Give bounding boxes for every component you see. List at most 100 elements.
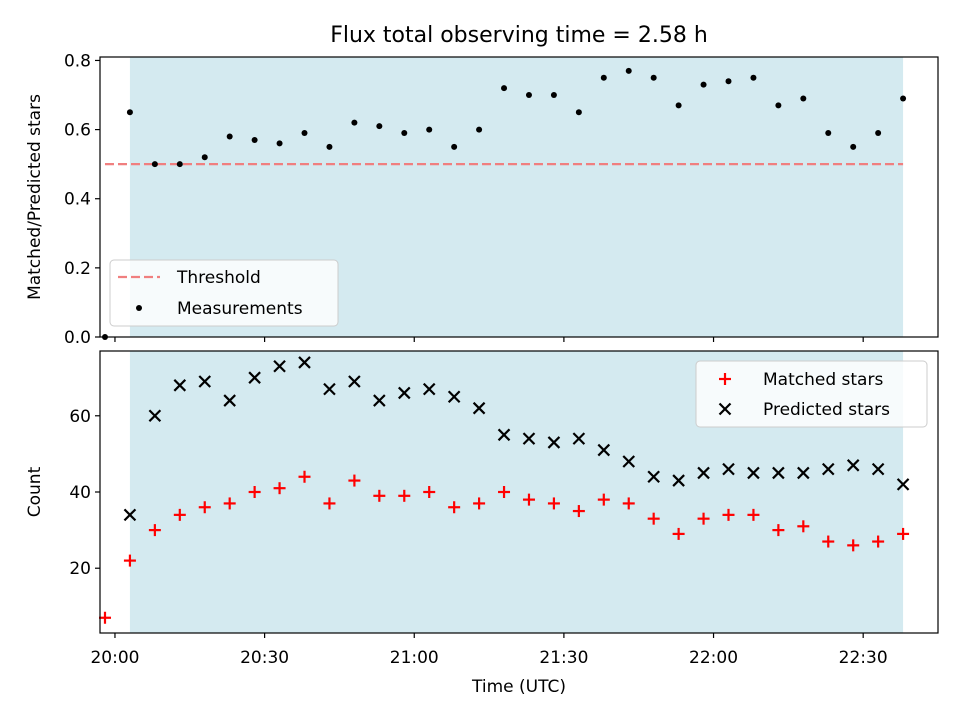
data-point	[276, 140, 283, 147]
data-point	[597, 443, 611, 457]
legend-top: Threshold Measurements	[109, 259, 339, 327]
data-point	[151, 161, 158, 168]
data-point	[298, 356, 311, 369]
data-point	[448, 501, 461, 514]
data-point-b	[647, 470, 660, 484]
bottom-panel-counts: 20 40 60 20:00 20:30 21:00 21:30 22:00 22:30 Coun…	[25, 350, 939, 697]
data-point	[700, 81, 707, 88]
data-point	[896, 478, 910, 491]
data-point	[226, 133, 233, 140]
data-point	[525, 92, 532, 99]
data-point-b	[522, 432, 536, 445]
data-point	[872, 535, 885, 548]
data-point	[273, 359, 286, 373]
top-panel-measurements: 0.0 0.2 0.4 0.6 0.8 Matched/Predicted stars Th…	[25, 51, 939, 348]
data-point	[148, 524, 161, 537]
data-point	[897, 527, 910, 540]
data-point	[772, 524, 785, 537]
chart-title: Flux total observing time = 2.58 h	[330, 23, 708, 48]
data-point	[201, 154, 208, 161]
x-tick-label: 22:00	[689, 648, 738, 668]
data-point	[451, 143, 458, 150]
legend-measurements-label: Measurements	[177, 299, 303, 319]
data-point	[625, 67, 632, 74]
data-point	[447, 390, 461, 404]
data-point	[697, 466, 710, 480]
data-point-b	[198, 375, 212, 388]
data-point-b	[597, 443, 611, 457]
data-point	[176, 161, 183, 168]
y-tick-label: 0.6	[64, 121, 91, 141]
data-point	[401, 130, 408, 137]
data-point	[550, 92, 557, 99]
data-point-b	[373, 394, 386, 407]
x-tick-label: 21:00	[390, 648, 439, 668]
data-point	[871, 462, 885, 476]
data-point-b	[747, 466, 760, 480]
legend-box	[109, 259, 339, 327]
data-point	[750, 74, 757, 81]
data-point-b	[896, 478, 910, 491]
data-point	[373, 394, 386, 407]
data-point	[376, 123, 383, 130]
data-point	[472, 401, 486, 415]
legend-bottom: Matched stars Predicted stars	[695, 360, 928, 428]
data-point-b	[273, 359, 286, 373]
data-point-b	[348, 375, 361, 388]
legend-threshold-label: Threshold	[176, 268, 261, 288]
data-point	[273, 482, 286, 495]
data-point	[497, 428, 511, 442]
data-point-b	[797, 466, 810, 480]
data-point	[476, 126, 483, 133]
data-point-b	[323, 382, 336, 396]
data-point	[722, 462, 735, 476]
y-axis-label: Matched/Predicted stars	[25, 94, 45, 300]
data-point-b	[223, 394, 236, 407]
data-point-b	[697, 466, 710, 480]
series-matched-stars	[98, 470, 910, 624]
data-point	[373, 489, 386, 502]
data-point	[148, 409, 162, 423]
data-point	[772, 466, 785, 480]
data-point	[501, 85, 508, 92]
x-tick-label: 22:30	[839, 648, 888, 668]
data-point	[522, 432, 536, 445]
data-point-b	[397, 386, 411, 400]
data-point-b	[846, 459, 860, 472]
data-point	[847, 539, 860, 552]
data-point	[251, 136, 258, 143]
x-axis-label: Time (UTC)	[471, 677, 566, 697]
data-point	[722, 508, 735, 521]
x-tick-label: 20:00	[90, 648, 139, 668]
data-point	[747, 508, 760, 521]
y-tick-label: 0.8	[64, 51, 91, 71]
data-point-b	[472, 401, 486, 415]
legend-box	[695, 360, 928, 428]
data-point	[547, 436, 561, 449]
y-axis-label: Count	[25, 466, 45, 517]
data-point	[547, 497, 560, 510]
legend-matched-label: Matched stars	[763, 370, 883, 390]
data-point	[825, 130, 832, 137]
legend-matched-swatch	[719, 373, 731, 385]
data-point	[348, 375, 361, 388]
data-point-b	[722, 462, 735, 476]
data-point	[348, 474, 361, 487]
data-point-b	[622, 455, 636, 468]
data-point	[323, 497, 336, 510]
data-point	[622, 455, 636, 468]
data-point	[298, 470, 311, 483]
series-measurements	[101, 67, 907, 340]
data-point	[323, 382, 336, 396]
swatch-b	[718, 402, 732, 416]
data-point-b	[572, 432, 586, 445]
series-predicted-stars	[123, 356, 910, 522]
data-point	[426, 126, 433, 133]
data-point	[797, 520, 810, 533]
data-point	[800, 95, 807, 102]
data-point-b	[298, 356, 311, 369]
data-point	[198, 375, 212, 388]
data-point-b	[497, 428, 511, 442]
data-point	[223, 497, 236, 510]
data-point	[173, 379, 187, 392]
